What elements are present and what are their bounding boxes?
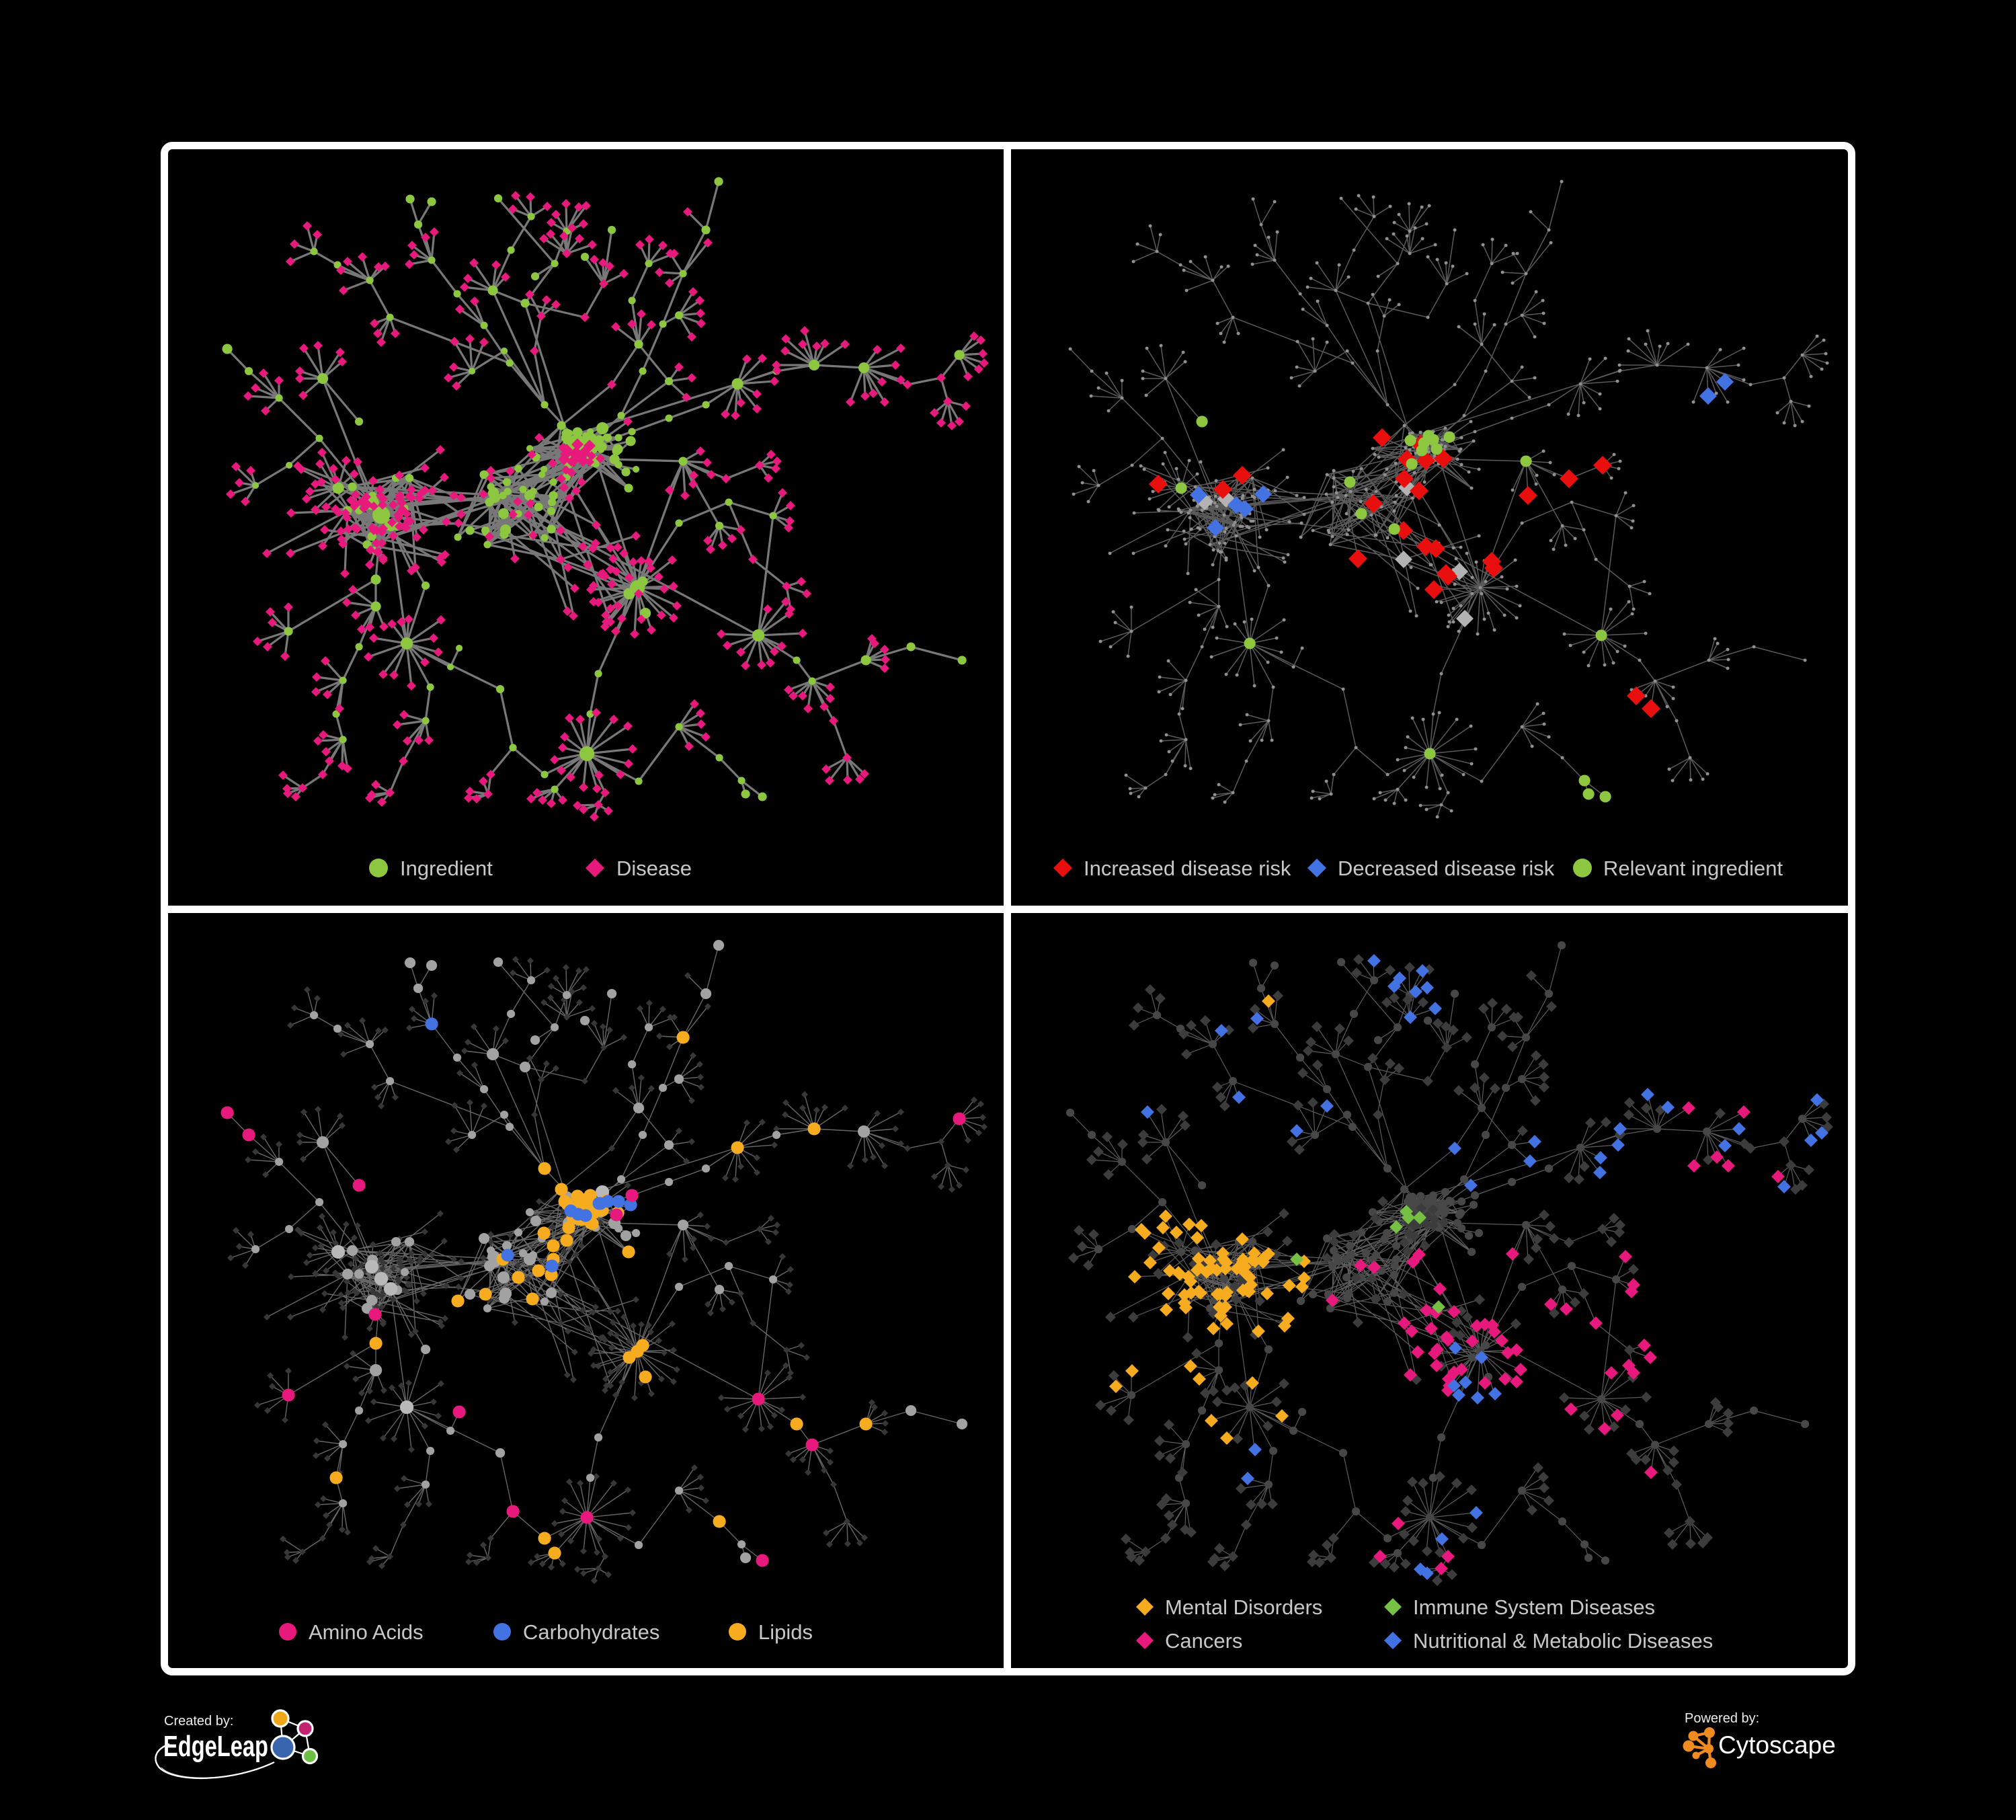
svg-text:Cancers: Cancers <box>1165 1629 1242 1653</box>
svg-text:Cytoscape: Cytoscape <box>1718 1731 1836 1759</box>
svg-text:Decreased disease risk: Decreased disease risk <box>1338 857 1555 880</box>
svg-text:Ingredient: Ingredient <box>400 857 493 880</box>
svg-text:Mental Disorders: Mental Disorders <box>1165 1595 1322 1619</box>
svg-text:Created by:: Created by: <box>164 1714 233 1729</box>
svg-text:Disease: Disease <box>616 857 692 880</box>
svg-text:Amino Acids: Amino Acids <box>309 1620 424 1644</box>
svg-text:Relevant ingredient: Relevant ingredient <box>1603 857 1783 880</box>
svg-text:Immune System Diseases: Immune System Diseases <box>1413 1595 1655 1619</box>
svg-text:Carbohydrates: Carbohydrates <box>523 1620 659 1644</box>
svg-text:Increased disease risk: Increased disease risk <box>1084 857 1291 880</box>
svg-text:Lipids: Lipids <box>758 1620 813 1644</box>
svg-text:Nutritional & Metabolic Diseas: Nutritional & Metabolic Diseases <box>1413 1629 1713 1653</box>
svg-text:EdgeLeap: EdgeLeap <box>163 1730 268 1763</box>
svg-text:Powered by:: Powered by: <box>1685 1711 1759 1726</box>
